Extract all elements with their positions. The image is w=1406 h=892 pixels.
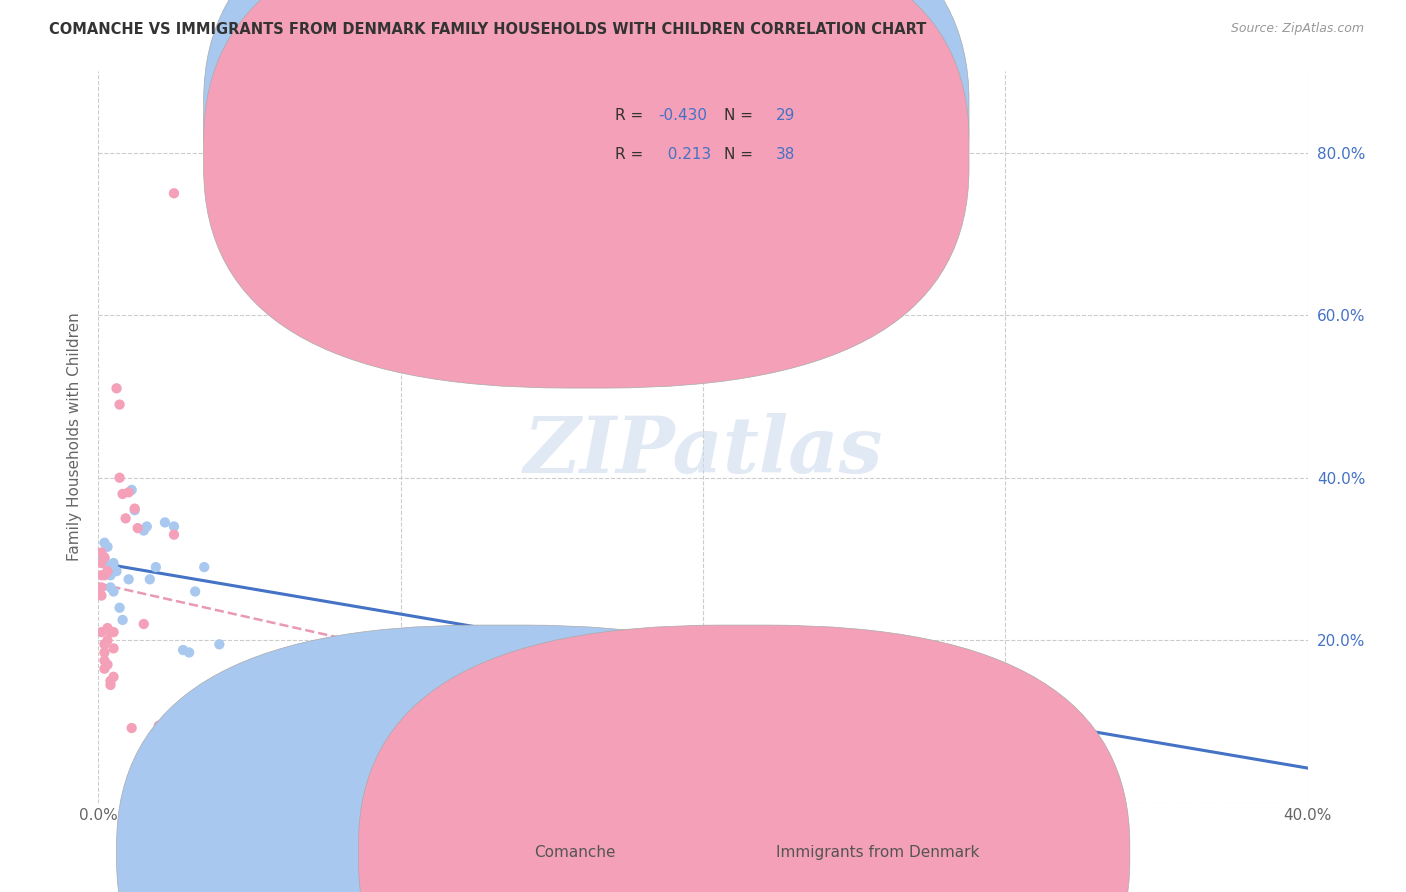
Text: Immigrants from Denmark: Immigrants from Denmark <box>776 845 979 860</box>
Point <box>752 694 775 708</box>
Point <box>145 560 167 574</box>
Text: Comanche: Comanche <box>534 845 616 860</box>
Point <box>90 556 112 570</box>
Point <box>172 643 194 657</box>
Text: COMANCHE VS IMMIGRANTS FROM DENMARK FAMILY HOUSEHOLDS WITH CHILDREN CORRELATION : COMANCHE VS IMMIGRANTS FROM DENMARK FAMI… <box>49 22 927 37</box>
Point <box>96 621 118 635</box>
Point <box>93 645 115 659</box>
Point <box>139 737 162 751</box>
Point <box>103 670 125 684</box>
Point <box>96 633 118 648</box>
Point <box>93 662 115 676</box>
Point <box>193 560 215 574</box>
Point <box>93 552 115 566</box>
Point <box>93 637 115 651</box>
Point <box>96 657 118 672</box>
Point <box>723 713 745 727</box>
Point <box>124 503 146 517</box>
Point <box>114 511 136 525</box>
Point <box>90 589 112 603</box>
Point <box>1024 697 1046 711</box>
Point <box>127 521 149 535</box>
Point <box>103 625 125 640</box>
Point <box>163 519 186 533</box>
Point <box>111 487 134 501</box>
Point <box>100 568 122 582</box>
Point <box>108 600 131 615</box>
Point <box>100 581 122 595</box>
FancyBboxPatch shape <box>204 0 969 350</box>
Point <box>132 524 155 538</box>
Point <box>100 678 122 692</box>
Point <box>148 718 170 732</box>
Point <box>163 186 186 201</box>
Point <box>153 516 176 530</box>
Point <box>90 548 112 562</box>
Point <box>631 635 654 649</box>
Text: -0.430: -0.430 <box>658 108 707 123</box>
Point <box>100 673 122 688</box>
Point <box>93 568 115 582</box>
Point <box>90 568 112 582</box>
Text: 38: 38 <box>776 146 794 161</box>
Point <box>93 550 115 565</box>
Text: 29: 29 <box>776 108 794 123</box>
Point <box>96 560 118 574</box>
Point <box>100 625 122 640</box>
Text: N =: N = <box>724 146 758 161</box>
Point <box>121 483 143 497</box>
Point <box>96 540 118 554</box>
Point <box>90 581 112 595</box>
Point <box>184 584 207 599</box>
Point <box>139 572 162 586</box>
Point <box>118 572 141 586</box>
Point <box>121 721 143 735</box>
Text: ZIPatlas: ZIPatlas <box>523 414 883 490</box>
FancyBboxPatch shape <box>117 625 889 892</box>
Point <box>118 485 141 500</box>
Point <box>163 527 186 541</box>
Point <box>93 535 115 549</box>
Point <box>434 747 457 761</box>
Point <box>93 654 115 668</box>
Point <box>103 641 125 656</box>
Y-axis label: Family Households with Children: Family Households with Children <box>67 313 83 561</box>
Text: R =: R = <box>614 146 648 161</box>
Point <box>96 564 118 578</box>
Point <box>90 545 112 559</box>
FancyBboxPatch shape <box>204 0 969 388</box>
Point <box>124 501 146 516</box>
Text: Source: ZipAtlas.com: Source: ZipAtlas.com <box>1230 22 1364 36</box>
Point <box>132 617 155 632</box>
Point <box>208 637 231 651</box>
Point <box>103 584 125 599</box>
FancyBboxPatch shape <box>359 625 1130 892</box>
Point <box>135 519 157 533</box>
Point <box>90 625 112 640</box>
Text: R =: R = <box>614 108 648 123</box>
Point <box>111 613 134 627</box>
Point <box>105 381 128 395</box>
Point <box>105 564 128 578</box>
FancyBboxPatch shape <box>546 86 842 188</box>
Point <box>108 398 131 412</box>
Point <box>108 471 131 485</box>
Text: 0.213: 0.213 <box>658 146 711 161</box>
Point <box>103 556 125 570</box>
Text: N =: N = <box>724 108 758 123</box>
Point <box>179 645 201 659</box>
